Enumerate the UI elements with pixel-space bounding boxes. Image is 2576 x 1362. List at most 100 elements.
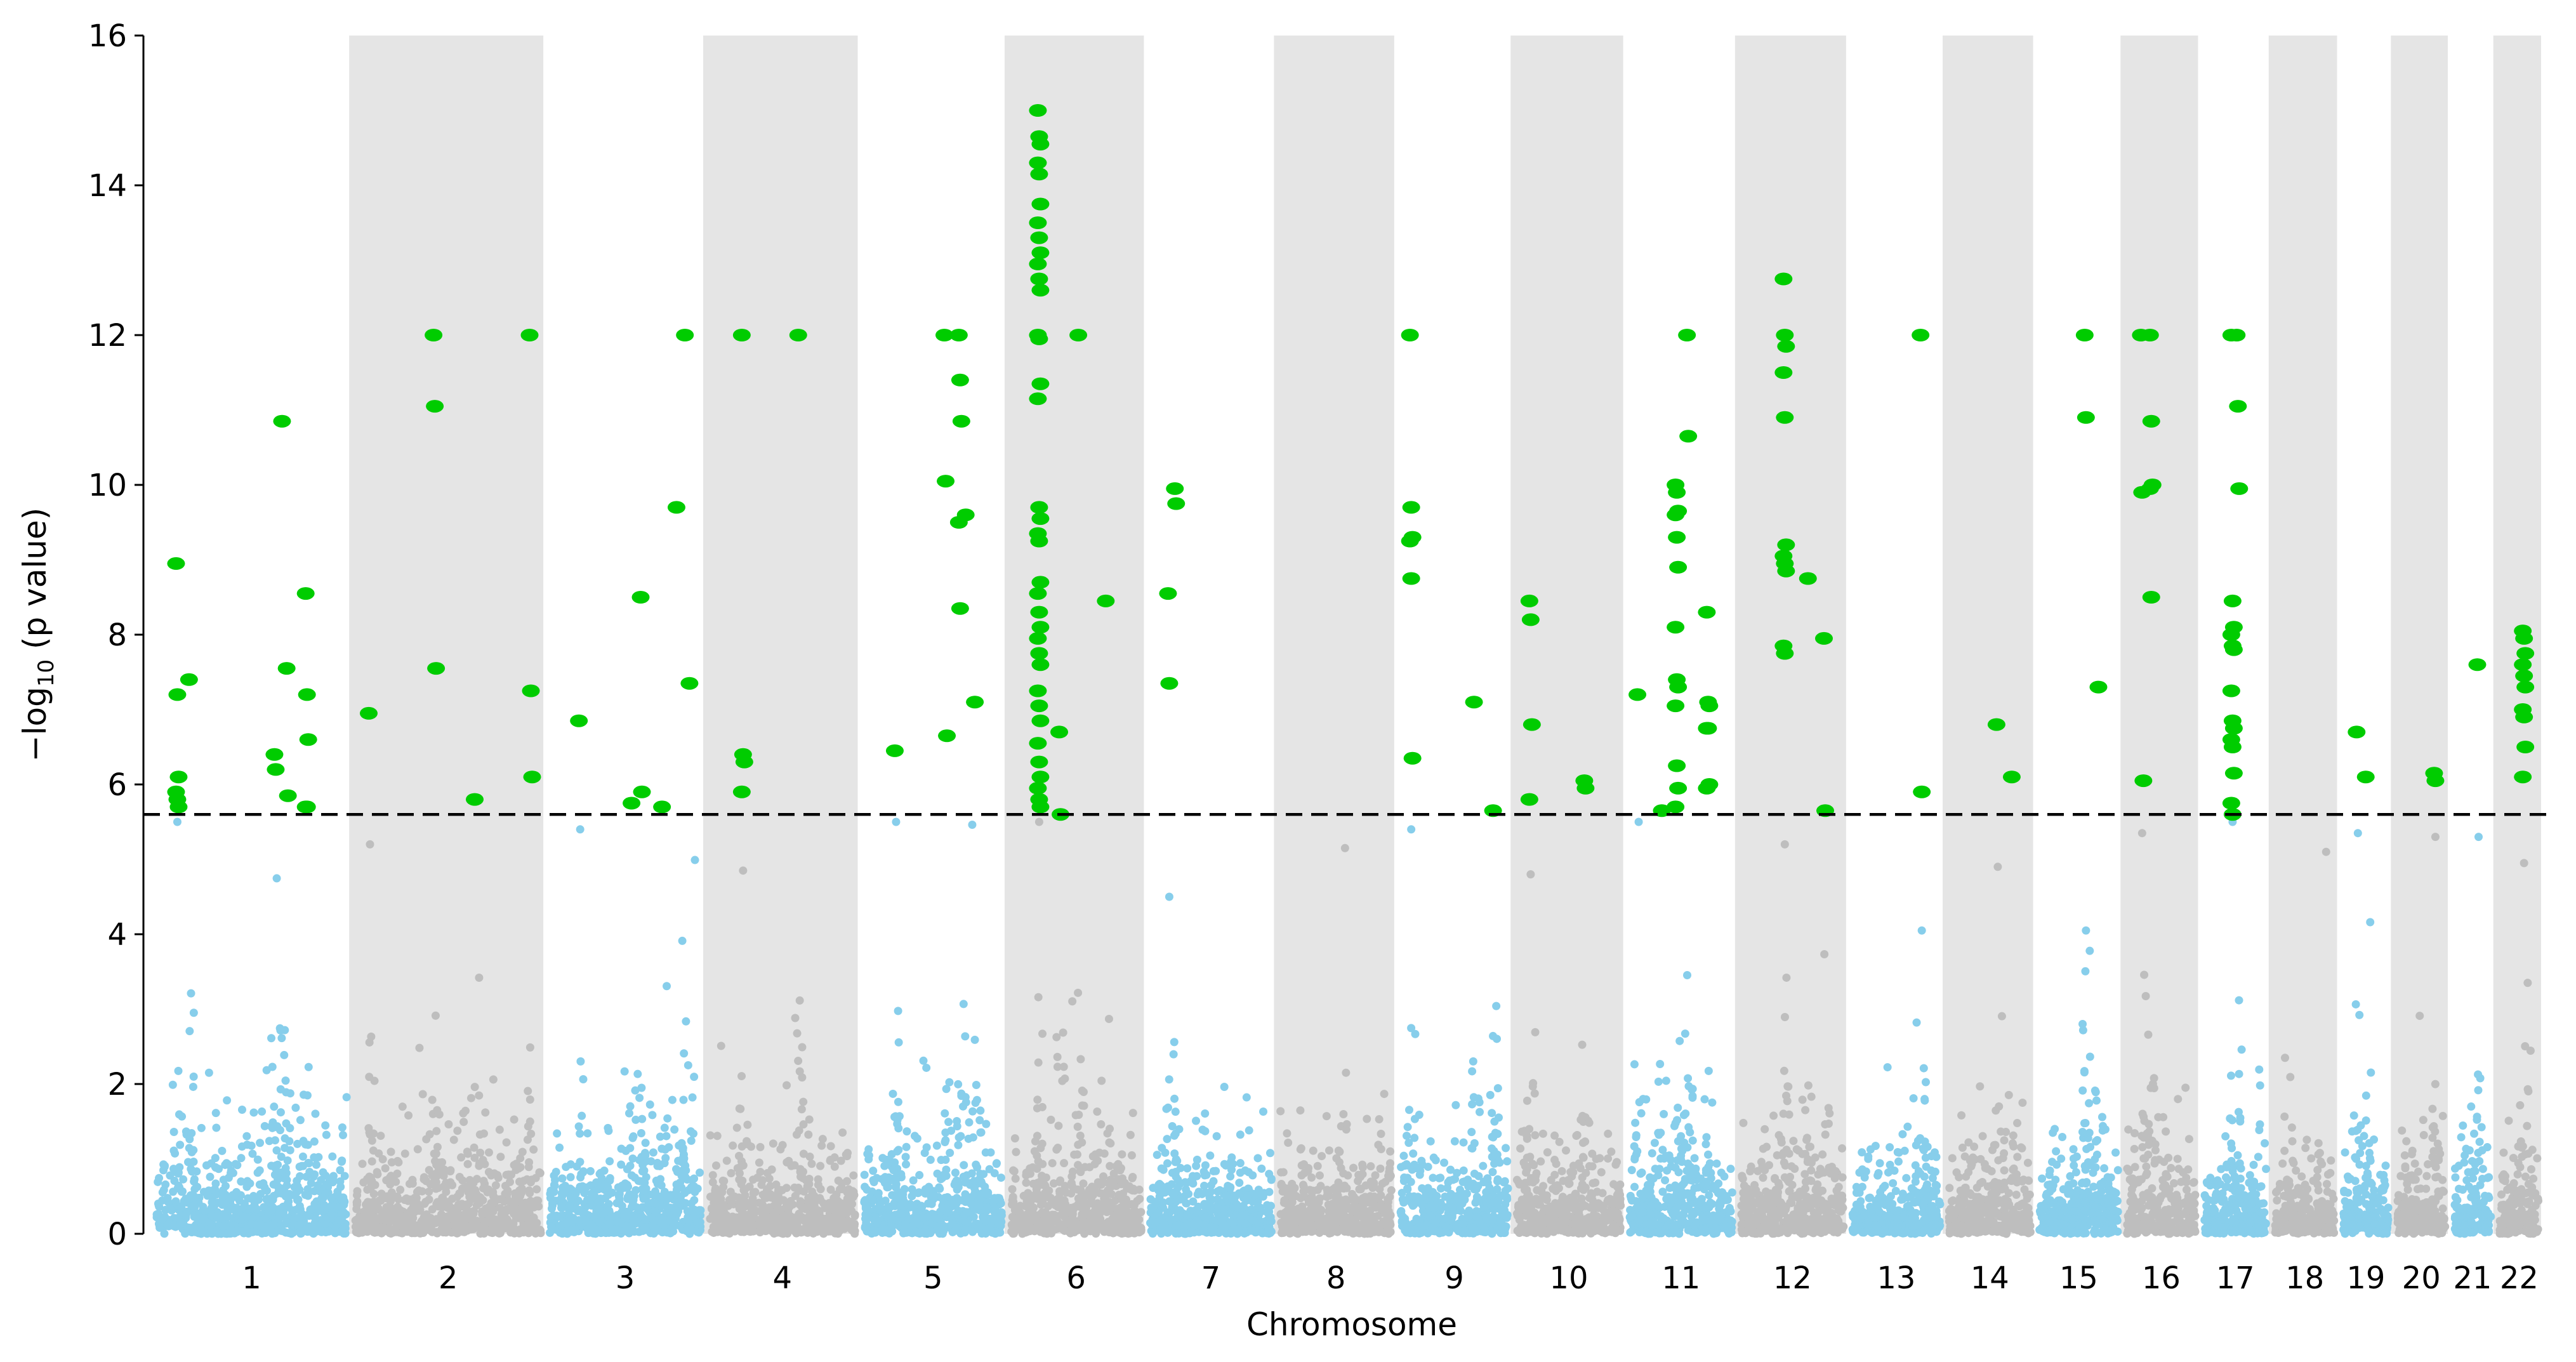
- background-point-chr8: [1309, 1186, 1318, 1195]
- background-point-chr2: [524, 1163, 533, 1172]
- background-point-chr8: [1283, 1129, 1291, 1138]
- background-point-chr2: [369, 1189, 378, 1198]
- background-point-chr2: [519, 1177, 528, 1186]
- background-point-chr1: [272, 874, 281, 883]
- background-point-chr8: [1280, 1217, 1289, 1226]
- background-point-chr7: [1225, 1184, 1234, 1193]
- background-point-chr5: [996, 1196, 1005, 1205]
- background-point-chr6: [1034, 817, 1043, 826]
- background-point-chr8: [1357, 1228, 1366, 1237]
- background-point-chr1: [169, 1220, 178, 1229]
- background-point-chr2: [442, 1187, 451, 1196]
- background-point-chr1: [281, 1164, 290, 1173]
- background-point-chr1: [242, 1141, 251, 1149]
- background-point-chr5: [861, 1182, 869, 1191]
- background-point-chr6: [1036, 1144, 1045, 1153]
- background-point-chr1: [307, 1179, 315, 1187]
- background-point-chr1: [284, 1229, 293, 1238]
- background-point-chr2: [393, 1169, 402, 1178]
- background-point-chr2: [475, 1091, 484, 1100]
- background-point-chr2: [499, 1220, 508, 1229]
- background-point-chr8: [1318, 1152, 1326, 1161]
- background-point-chr1: [329, 1172, 338, 1180]
- background-point-chr4: [795, 1067, 804, 1076]
- background-point-chr7: [1253, 1154, 1262, 1163]
- background-point-chr7: [1249, 1216, 1258, 1225]
- background-point-chr4: [737, 1205, 746, 1213]
- background-point-chr5: [895, 1112, 904, 1121]
- background-point-chr4: [826, 1185, 835, 1194]
- background-point-chr8: [1304, 1167, 1312, 1175]
- background-point-chr5: [948, 1219, 956, 1228]
- background-point-chr2: [383, 1192, 392, 1201]
- background-point-chr5: [862, 1225, 871, 1234]
- background-point-chr8: [1386, 1147, 1395, 1156]
- background-point-chr6: [1009, 1166, 1018, 1175]
- background-point-chr3: [553, 1129, 562, 1138]
- background-point-chr2: [470, 1083, 479, 1092]
- background-point-chr1: [190, 1202, 199, 1211]
- background-point-chr1: [281, 1076, 290, 1085]
- background-point-chr6: [1048, 1159, 1057, 1168]
- background-point-chr5: [960, 1161, 968, 1170]
- background-point-chr7: [1238, 1212, 1246, 1220]
- background-point-chr2: [398, 1102, 407, 1111]
- background-point-chr4: [840, 1223, 849, 1232]
- background-point-chr3: [656, 1132, 664, 1141]
- background-point-chr5: [978, 1189, 987, 1198]
- background-point-chr6: [1068, 1182, 1076, 1191]
- background-point-chr5: [946, 1149, 954, 1158]
- background-point-chr4: [798, 1227, 807, 1236]
- background-point-chr3: [684, 1225, 692, 1234]
- background-point-chr3: [635, 1156, 644, 1165]
- background-point-chr2: [368, 1212, 377, 1220]
- background-point-chr2: [419, 1173, 428, 1182]
- background-point-chr4: [838, 1128, 847, 1137]
- background-point-chr4: [826, 1142, 835, 1151]
- background-point-chr6: [1033, 1104, 1041, 1113]
- background-point-chr2: [525, 1117, 534, 1126]
- background-point-chr1: [249, 1108, 258, 1117]
- background-point-chr3: [687, 1136, 696, 1145]
- background-point-chr6: [1080, 1101, 1088, 1110]
- background-point-chr1: [218, 1146, 227, 1155]
- background-point-chr1: [178, 1112, 187, 1121]
- background-point-chr6: [1118, 1150, 1126, 1159]
- background-point-chr7: [1232, 1203, 1241, 1212]
- background-point-chr2: [525, 1186, 534, 1195]
- background-point-chr1: [174, 1066, 183, 1075]
- background-point-chr5: [936, 1226, 945, 1234]
- background-point-chr6: [1034, 993, 1043, 1002]
- background-point-chr4: [722, 1156, 731, 1165]
- background-point-chr2: [534, 1202, 543, 1211]
- background-point-chr1: [326, 1203, 334, 1212]
- background-point-chr5: [901, 1153, 910, 1161]
- background-point-chr1: [169, 1165, 178, 1174]
- background-point-chr7: [1175, 1195, 1184, 1204]
- background-point-chr7: [1201, 1109, 1210, 1118]
- background-point-chr2: [446, 1166, 455, 1175]
- background-point-chr5: [889, 1166, 898, 1175]
- background-point-chr8: [1363, 1217, 1371, 1226]
- background-point-chr6: [1053, 1062, 1062, 1071]
- background-point-chr6: [1076, 1055, 1085, 1064]
- chromosome-bands: [349, 36, 2541, 1234]
- background-point-chr4: [799, 1149, 808, 1158]
- background-point-chr9: [1407, 825, 1416, 834]
- background-point-chr6: [1034, 1157, 1043, 1166]
- background-point-chr2: [529, 1145, 538, 1154]
- background-point-chr1: [261, 1214, 270, 1223]
- background-point-chr7: [1171, 1158, 1180, 1167]
- background-point-chr2: [373, 1170, 382, 1179]
- background-point-chr4: [708, 1178, 717, 1187]
- background-point-chr2: [352, 1198, 361, 1207]
- background-point-chr2: [506, 1177, 515, 1186]
- background-point-chr1: [187, 989, 195, 998]
- background-point-chr8: [1380, 1229, 1389, 1238]
- background-point-chr4: [756, 1142, 765, 1151]
- background-point-chr3: [649, 1148, 657, 1157]
- background-point-chr1: [305, 1159, 314, 1168]
- background-point-chr8: [1363, 1114, 1371, 1123]
- background-point-chr3: [583, 1196, 591, 1205]
- background-point-chr1: [291, 1103, 300, 1112]
